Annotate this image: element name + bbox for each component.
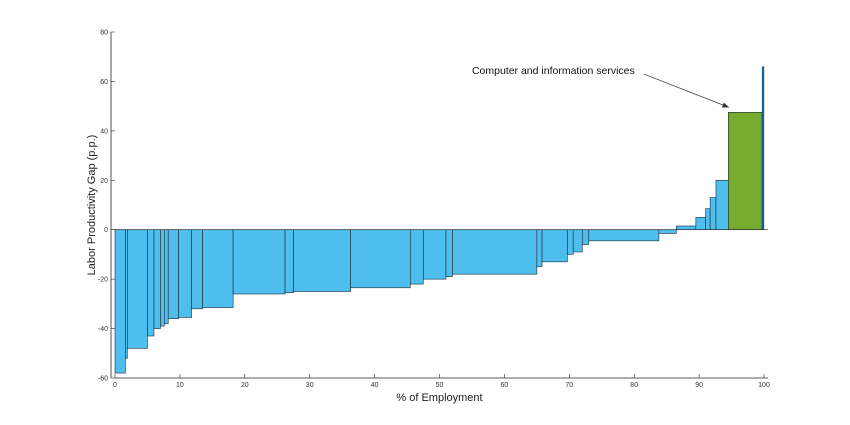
x-tick-label: 80 [630,382,638,389]
x-tick-label: 90 [695,382,703,389]
x-tick-label: 20 [241,382,249,389]
y-tick-label: -40 [98,326,108,333]
x-tick-label: 40 [371,382,379,389]
bar-31 [728,112,763,231]
annotation-arrow-head [721,102,729,108]
bar-15 [409,229,424,285]
bar-9 [191,229,203,310]
annotation-text: Computer and information services [472,65,635,77]
bar-32 [761,66,765,230]
y-axis-label: Labor Productivity Gap (p.p.) [86,135,98,276]
bar-25 [658,229,677,234]
bar-2 [127,229,148,349]
y-tick-label: -20 [98,277,108,284]
y-tick-label: -60 [98,376,108,383]
x-tick-label: 0 [113,382,117,389]
bar-12 [284,229,294,294]
bar-18 [452,229,538,275]
x-tick-label: 70 [565,382,573,389]
bar-8 [178,229,192,318]
x-axis-label: % of Employment [396,392,482,404]
bar-21 [567,229,574,255]
bar-3 [147,229,155,337]
bar-6 [164,229,169,324]
bar-19 [536,229,543,268]
bar-0 [114,229,126,374]
y-tick-label: 20 [100,178,108,185]
bar-14 [350,229,411,289]
bar-11 [232,229,286,295]
x-tick-label: 30 [306,382,314,389]
y-tick-label: 60 [100,79,108,86]
bar-7 [167,229,179,319]
y-tick-label: 0 [104,227,108,234]
annotation-arrow-line [643,73,730,108]
bars-layer [114,66,765,374]
y-tick-label: 40 [100,128,108,135]
axes-layer: 0 10 20 30 40 50 60 70 80 90 100 -60 -40 -20 0 20 40 60 80 [98,30,770,390]
bar-27 [695,217,706,231]
bar-24 [588,229,660,242]
x-tick-label: 50 [436,382,444,389]
bar-30 [715,179,729,231]
bar-16 [422,229,447,280]
bar-28 [705,208,711,231]
bar-20 [541,229,568,263]
bar-17 [445,229,453,277]
bar-26 [676,225,697,231]
bar-22 [572,229,583,253]
y-tick-label: 80 [100,30,108,37]
bar-29 [709,197,717,231]
bar-10 [202,229,234,308]
x-tick-label: 10 [176,382,184,389]
x-tick-label: 60 [501,382,509,389]
bar-13 [293,229,351,292]
x-tick-label: 100 [758,382,770,389]
annotation: Computer and information services [472,65,730,108]
bar-23 [581,229,590,245]
bar-5 [160,229,165,327]
bar-4 [153,229,161,329]
